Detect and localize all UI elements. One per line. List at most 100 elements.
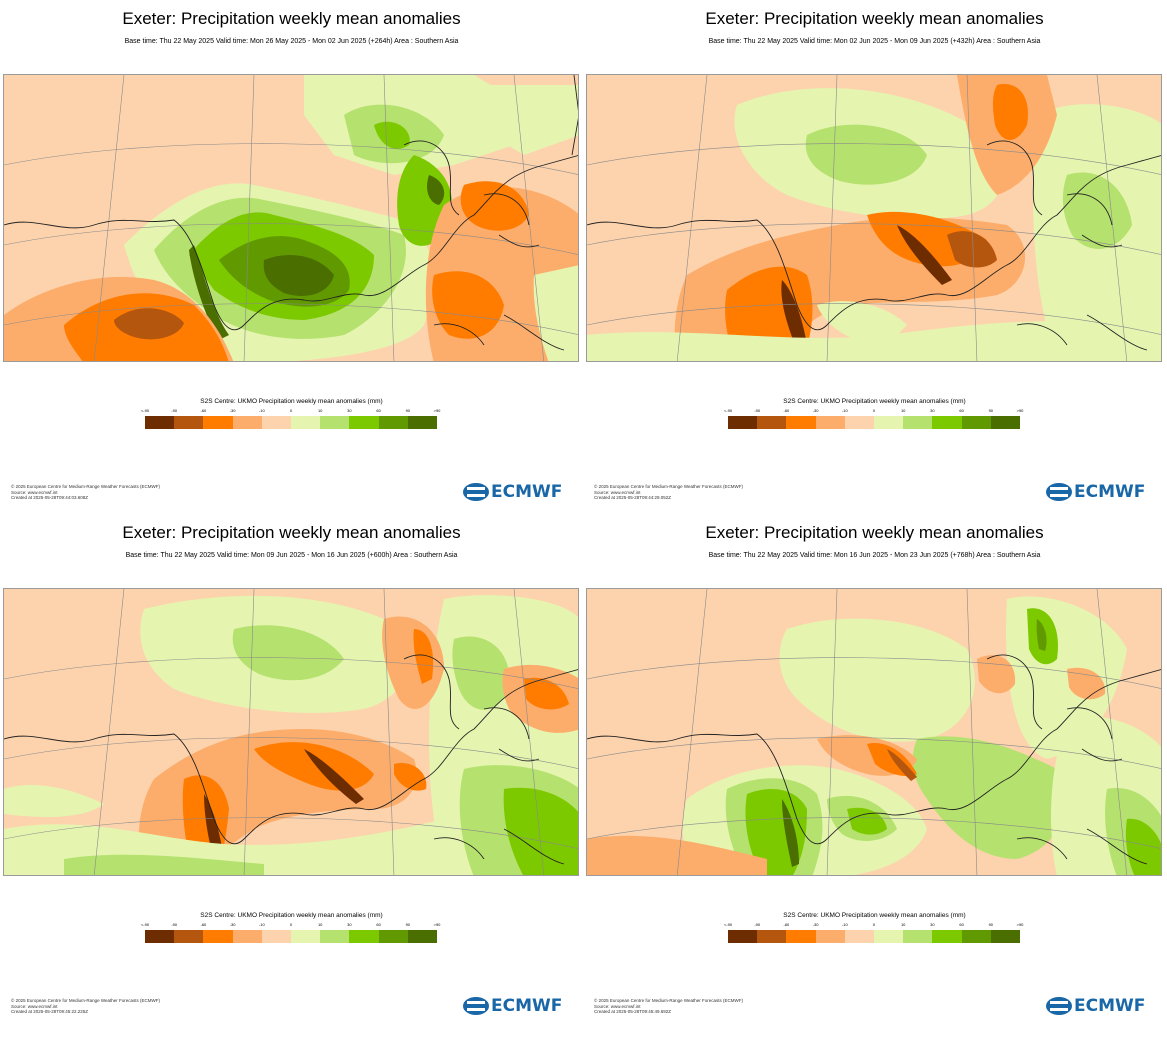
- legend-swatch: [320, 930, 350, 943]
- footer-credits: © 2025 European Centre for Medium-Range …: [11, 998, 160, 1015]
- footer-source: Source: www.ecmwf.int: [11, 489, 58, 495]
- legend-swatch: [844, 930, 875, 943]
- legend-tick: -90: [754, 922, 761, 927]
- legend-swatch: [961, 930, 991, 943]
- legend-swatch: [728, 416, 758, 429]
- legend-swatch: [786, 930, 816, 943]
- footer-credits: © 2025 European Centre for Medium-Range …: [11, 484, 160, 501]
- panel-subtitle: Base time: Thu 22 May 2025 Valid time: M…: [708, 38, 1041, 45]
- legend-tick: 30: [347, 408, 352, 413]
- legend-swatch: [232, 416, 262, 429]
- legend-tick: 0: [289, 922, 293, 927]
- ecmwf-logo-text: ECMWF: [1074, 996, 1146, 1016]
- legend-tick: >90: [1016, 408, 1024, 413]
- legend-colorbar: [728, 930, 1021, 943]
- legend-tick: -30: [229, 922, 236, 927]
- legend-swatch: [291, 416, 321, 429]
- legend-swatch: [903, 930, 933, 943]
- legend-tick: 30: [930, 408, 935, 413]
- legend-tick: -90: [171, 922, 178, 927]
- legend-ticks: <-90 -90 -60 -30 -10 0 10 30 60 90 >90: [724, 408, 1023, 414]
- legend-colorbar: [145, 416, 438, 429]
- ecmwf-logo-icon: [463, 997, 489, 1015]
- legend-tick: <-90: [723, 922, 733, 927]
- legend-tick: 90: [405, 408, 411, 413]
- legend-tick: 10: [900, 408, 906, 413]
- legend-tick: -60: [200, 922, 207, 927]
- legend-swatch: [145, 930, 175, 943]
- legend-swatch: [932, 416, 962, 429]
- ecmwf-logo-text: ECMWF: [491, 482, 563, 502]
- legend-swatch: [291, 930, 321, 943]
- ecmwf-logo-icon: [1046, 483, 1072, 501]
- legend-tick: <-90: [140, 922, 150, 927]
- legend-tick: -30: [812, 922, 819, 927]
- panel-subtitle: Base time: Thu 22 May 2025 Valid time: M…: [124, 38, 459, 45]
- ecmwf-logo: ECMWF: [1045, 481, 1145, 503]
- ecmwf-logo: ECMWF: [462, 481, 562, 503]
- legend-title: S2S Centre: UKMO Precipitation weekly me…: [783, 398, 966, 405]
- legend-tick: -90: [171, 408, 178, 413]
- ecmwf-logo: ECMWF: [462, 995, 562, 1017]
- legend-swatch: [815, 930, 845, 943]
- legend-tick: -60: [200, 408, 207, 413]
- legend-swatch: [174, 930, 204, 943]
- legend-swatch: [990, 416, 1021, 429]
- legend-swatch: [203, 930, 233, 943]
- ecmwf-logo-text: ECMWF: [491, 996, 563, 1016]
- ecmwf-logo-icon: [1046, 997, 1072, 1015]
- footer-source: Source: www.ecmwf.int: [11, 1003, 58, 1009]
- legend-swatch: [261, 930, 292, 943]
- legend-swatch: [145, 416, 175, 429]
- panel-subtitle: Base time: Thu 22 May 2025 Valid time: M…: [125, 552, 458, 559]
- footer-created: Created at 2025-05-28T09:44:03.608Z: [11, 495, 89, 501]
- panel-3: Exeter: Precipitation weekly mean anomal…: [0, 514, 583, 1033]
- legend-swatch: [757, 416, 787, 429]
- anomaly-map: [586, 588, 1162, 876]
- legend-ticks: <-90 -90 -60 -30 -10 0 10 30 60 90 >90: [141, 922, 440, 928]
- panel-1: Exeter: Precipitation weekly mean anomal…: [0, 0, 583, 519]
- legend-swatch: [320, 416, 350, 429]
- legend-swatch: [874, 930, 904, 943]
- footer-source: Source: www.ecmwf.int: [594, 489, 641, 495]
- legend-tick: 10: [317, 922, 323, 927]
- legend-tick: <-90: [723, 408, 733, 413]
- legend-tick: 90: [405, 922, 411, 927]
- legend-tick: 10: [317, 408, 323, 413]
- legend-swatch: [903, 416, 933, 429]
- footer-created: Created at 2025-05-28T09:45:22.225Z: [11, 1009, 89, 1015]
- legend-swatch: [261, 416, 292, 429]
- legend-title: S2S Centre: UKMO Precipitation weekly me…: [783, 912, 966, 919]
- legend-tick: -10: [258, 408, 265, 413]
- legend-tick: 90: [988, 922, 994, 927]
- legend-tick: 30: [347, 922, 352, 927]
- legend-swatch: [874, 416, 904, 429]
- legend-swatch: [174, 416, 204, 429]
- legend-swatch: [407, 416, 438, 429]
- ecmwf-logo: ECMWF: [1045, 995, 1145, 1017]
- legend-tick: -60: [783, 922, 790, 927]
- legend-tick: -60: [783, 408, 790, 413]
- legend-swatch: [349, 930, 379, 943]
- footer-source: Source: www.ecmwf.int: [594, 1003, 641, 1009]
- legend-swatch: [203, 416, 233, 429]
- legend-tick: 60: [959, 408, 964, 413]
- legend-tick: -30: [812, 408, 819, 413]
- legend-swatch: [407, 930, 438, 943]
- legend-swatch: [786, 416, 816, 429]
- panel-subtitle: Base time: Thu 22 May 2025 Valid time: M…: [708, 552, 1041, 559]
- legend-swatch: [378, 930, 408, 943]
- legend-tick: 10: [900, 922, 906, 927]
- footer-copyright: © 2025 European Centre for Medium-Range …: [594, 998, 744, 1003]
- legend-title: S2S Centre: UKMO Precipitation weekly me…: [200, 398, 383, 405]
- legend-swatch: [378, 416, 408, 429]
- legend-swatch: [990, 930, 1021, 943]
- anomaly-map: [3, 74, 579, 362]
- ecmwf-logo-icon: [463, 483, 489, 501]
- legend-tick: 0: [872, 408, 876, 413]
- legend-tick: 60: [959, 922, 964, 927]
- legend-tick: 60: [376, 408, 381, 413]
- legend-swatch: [757, 930, 787, 943]
- footer-credits: © 2025 European Centre for Medium-Range …: [594, 998, 743, 1015]
- panel-2: Exeter: Precipitation weekly mean anomal…: [583, 0, 1166, 519]
